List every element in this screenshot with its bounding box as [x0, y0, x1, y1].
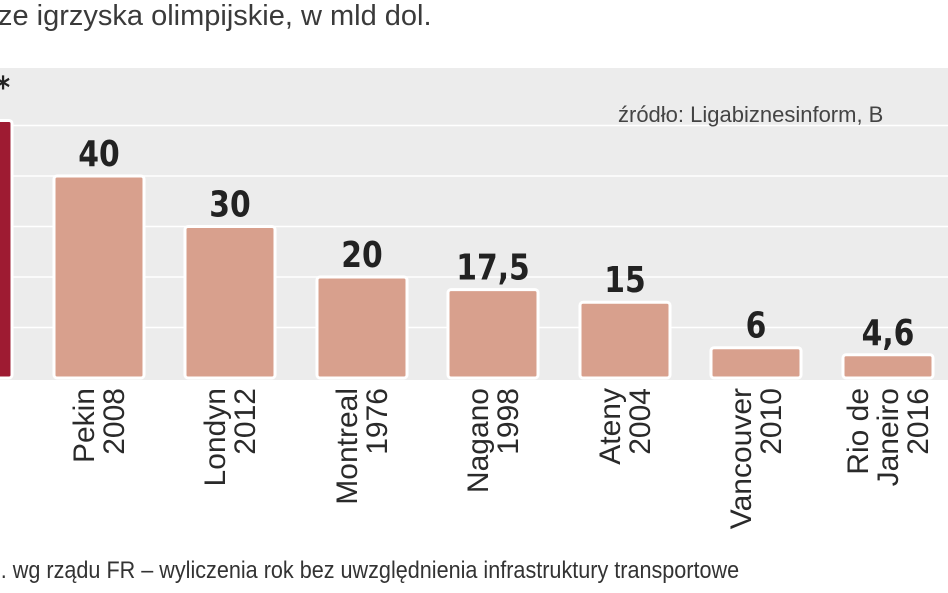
bar	[315, 275, 409, 380]
category-label-line: Rio de	[842, 388, 875, 475]
category-label-line: Ateny	[594, 388, 627, 465]
category-label-line: Pekin	[68, 388, 101, 463]
bar	[578, 300, 672, 380]
category-label-line: Nagano	[462, 388, 495, 493]
bar	[841, 353, 935, 380]
bar-value-label: 17,5	[456, 247, 530, 289]
category-label: Nagano1998	[462, 388, 525, 493]
category-label-line: Janeiro	[872, 388, 905, 486]
bar-value-label: 40	[78, 134, 119, 176]
bar-value-label: 6	[746, 305, 767, 347]
category-label: Vancouver2010	[725, 388, 788, 529]
chart-source: źródło: Ligabiznesinform, B	[618, 102, 883, 127]
category-label-line: 1976	[361, 388, 394, 455]
category-label-line: 2010	[755, 388, 788, 455]
category-label: Londyn2012	[199, 388, 262, 486]
bar-value-label: 15	[604, 260, 645, 302]
bar	[183, 225, 277, 380]
category-label: Montreal1976	[331, 388, 394, 505]
category-label-line: Londyn	[199, 388, 232, 486]
category-label-line: 2008	[98, 388, 131, 455]
category-label-line: 2004	[624, 388, 657, 455]
bar-value-label: 20	[341, 235, 382, 277]
bar-value-label: 30	[209, 184, 250, 226]
bar-value-label: *	[0, 71, 10, 106]
category-label-line: 2016	[902, 388, 935, 455]
category-label-line: 1998	[492, 388, 525, 455]
category-label: Pekin2008	[68, 388, 131, 463]
category-label-line: 2012	[229, 388, 262, 455]
bar-value-label: 4,6	[862, 313, 915, 355]
category-label-line: Vancouver	[725, 388, 758, 529]
category-label: Rio deJaneiro2016	[842, 388, 935, 486]
bar	[709, 346, 803, 380]
bar	[52, 174, 146, 380]
category-label-line: Montreal	[331, 388, 364, 505]
bar	[0, 118, 14, 380]
chart-footnote: l. wg rządu FR – wyliczenia rok bez uwzg…	[0, 557, 740, 584]
bar	[446, 288, 540, 380]
category-label: Ateny2004	[594, 388, 657, 465]
chart-subtitle: ze igrzyska olimpijskie, w mld dol.	[0, 0, 432, 32]
